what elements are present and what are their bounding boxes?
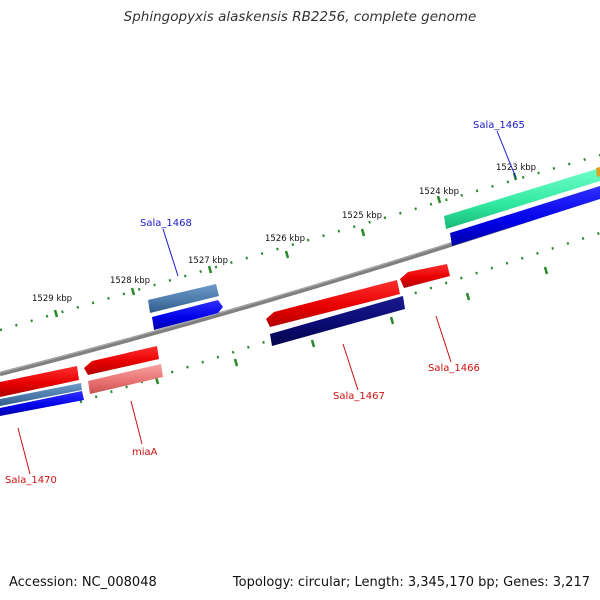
leader-sala-1468 <box>162 228 179 277</box>
tick-label: 1523 kbp <box>496 163 536 173</box>
feature-sala-1468-gene[interactable] <box>148 284 219 313</box>
tick-label: 1526 kbp <box>265 234 305 244</box>
inner-tick-mark <box>310 339 316 348</box>
leader-sala-1467 <box>342 343 359 391</box>
leader-miaa <box>130 400 143 445</box>
gene-label-miaa: miaA <box>132 447 158 458</box>
tick-label: 1525 kbp <box>342 211 382 221</box>
tick-mark <box>130 287 136 296</box>
tick-label: 1524 kbp <box>419 187 459 197</box>
tick-mark <box>360 228 366 237</box>
tick-label: 1528 kbp <box>110 276 150 286</box>
feature-sala-1465-cds[interactable] <box>450 186 600 246</box>
feature-sala-1468-cds[interactable] <box>152 300 223 330</box>
accession-text: Accession: NC_008048 <box>9 575 157 590</box>
feature-sala-1466[interactable] <box>400 264 450 288</box>
map-title: Sphingopyxis alaskensis RB2256, complete… <box>123 9 477 25</box>
leader-sala-1466 <box>435 315 452 363</box>
feature-orange-edge <box>596 167 600 177</box>
feature-sala-1465-gene[interactable] <box>444 168 600 229</box>
tick-label: 1527 kbp <box>188 256 228 266</box>
tick-group-1524: 1524 kbp <box>419 187 459 204</box>
tick-group-1527: 1527 kbp <box>188 256 228 274</box>
inner-tick-mark <box>543 266 549 275</box>
leader-sala-1465 <box>496 130 517 179</box>
tick-group-1528: 1528 kbp <box>110 276 150 296</box>
feature-sala-1470-steel[interactable] <box>0 383 82 406</box>
feature-sala-1470-gene[interactable] <box>0 366 79 397</box>
tick-group-1525: 1525 kbp <box>342 211 382 237</box>
feature-miaa-cds[interactable] <box>88 364 163 394</box>
gene-label-sala-1468: Sala_1468 <box>140 218 192 229</box>
tick-mark <box>207 265 213 274</box>
feature-sala-1467-cds[interactable] <box>270 296 405 346</box>
tick-mark <box>436 195 442 204</box>
tick-group-1529: 1529 kbp <box>32 294 72 318</box>
gene-label-sala-1465: Sala_1465 <box>473 120 525 131</box>
gene-label-sala-1466: Sala_1466 <box>428 363 480 374</box>
inner-tick-mark <box>389 316 395 325</box>
feature-miaa-gene[interactable] <box>84 346 159 375</box>
inner-tick-mark <box>233 358 239 367</box>
feature-sala-1470-cds[interactable] <box>0 391 84 416</box>
genome-summary-text: Topology: circular; Length: 3,345,170 bp… <box>232 575 590 590</box>
gene-features <box>0 167 600 416</box>
tick-mark <box>53 309 59 318</box>
feature-sala-1467-gene[interactable] <box>266 280 400 327</box>
tick-mark <box>284 250 290 259</box>
tick-group-1526: 1526 kbp <box>265 234 305 259</box>
inner-tick-mark <box>465 292 471 301</box>
gene-label-sala-1467: Sala_1467 <box>333 391 385 402</box>
leader-sala-1470 <box>17 427 31 475</box>
gene-label-sala-1470: Sala_1470 <box>5 475 57 486</box>
tick-label: 1529 kbp <box>32 294 72 304</box>
